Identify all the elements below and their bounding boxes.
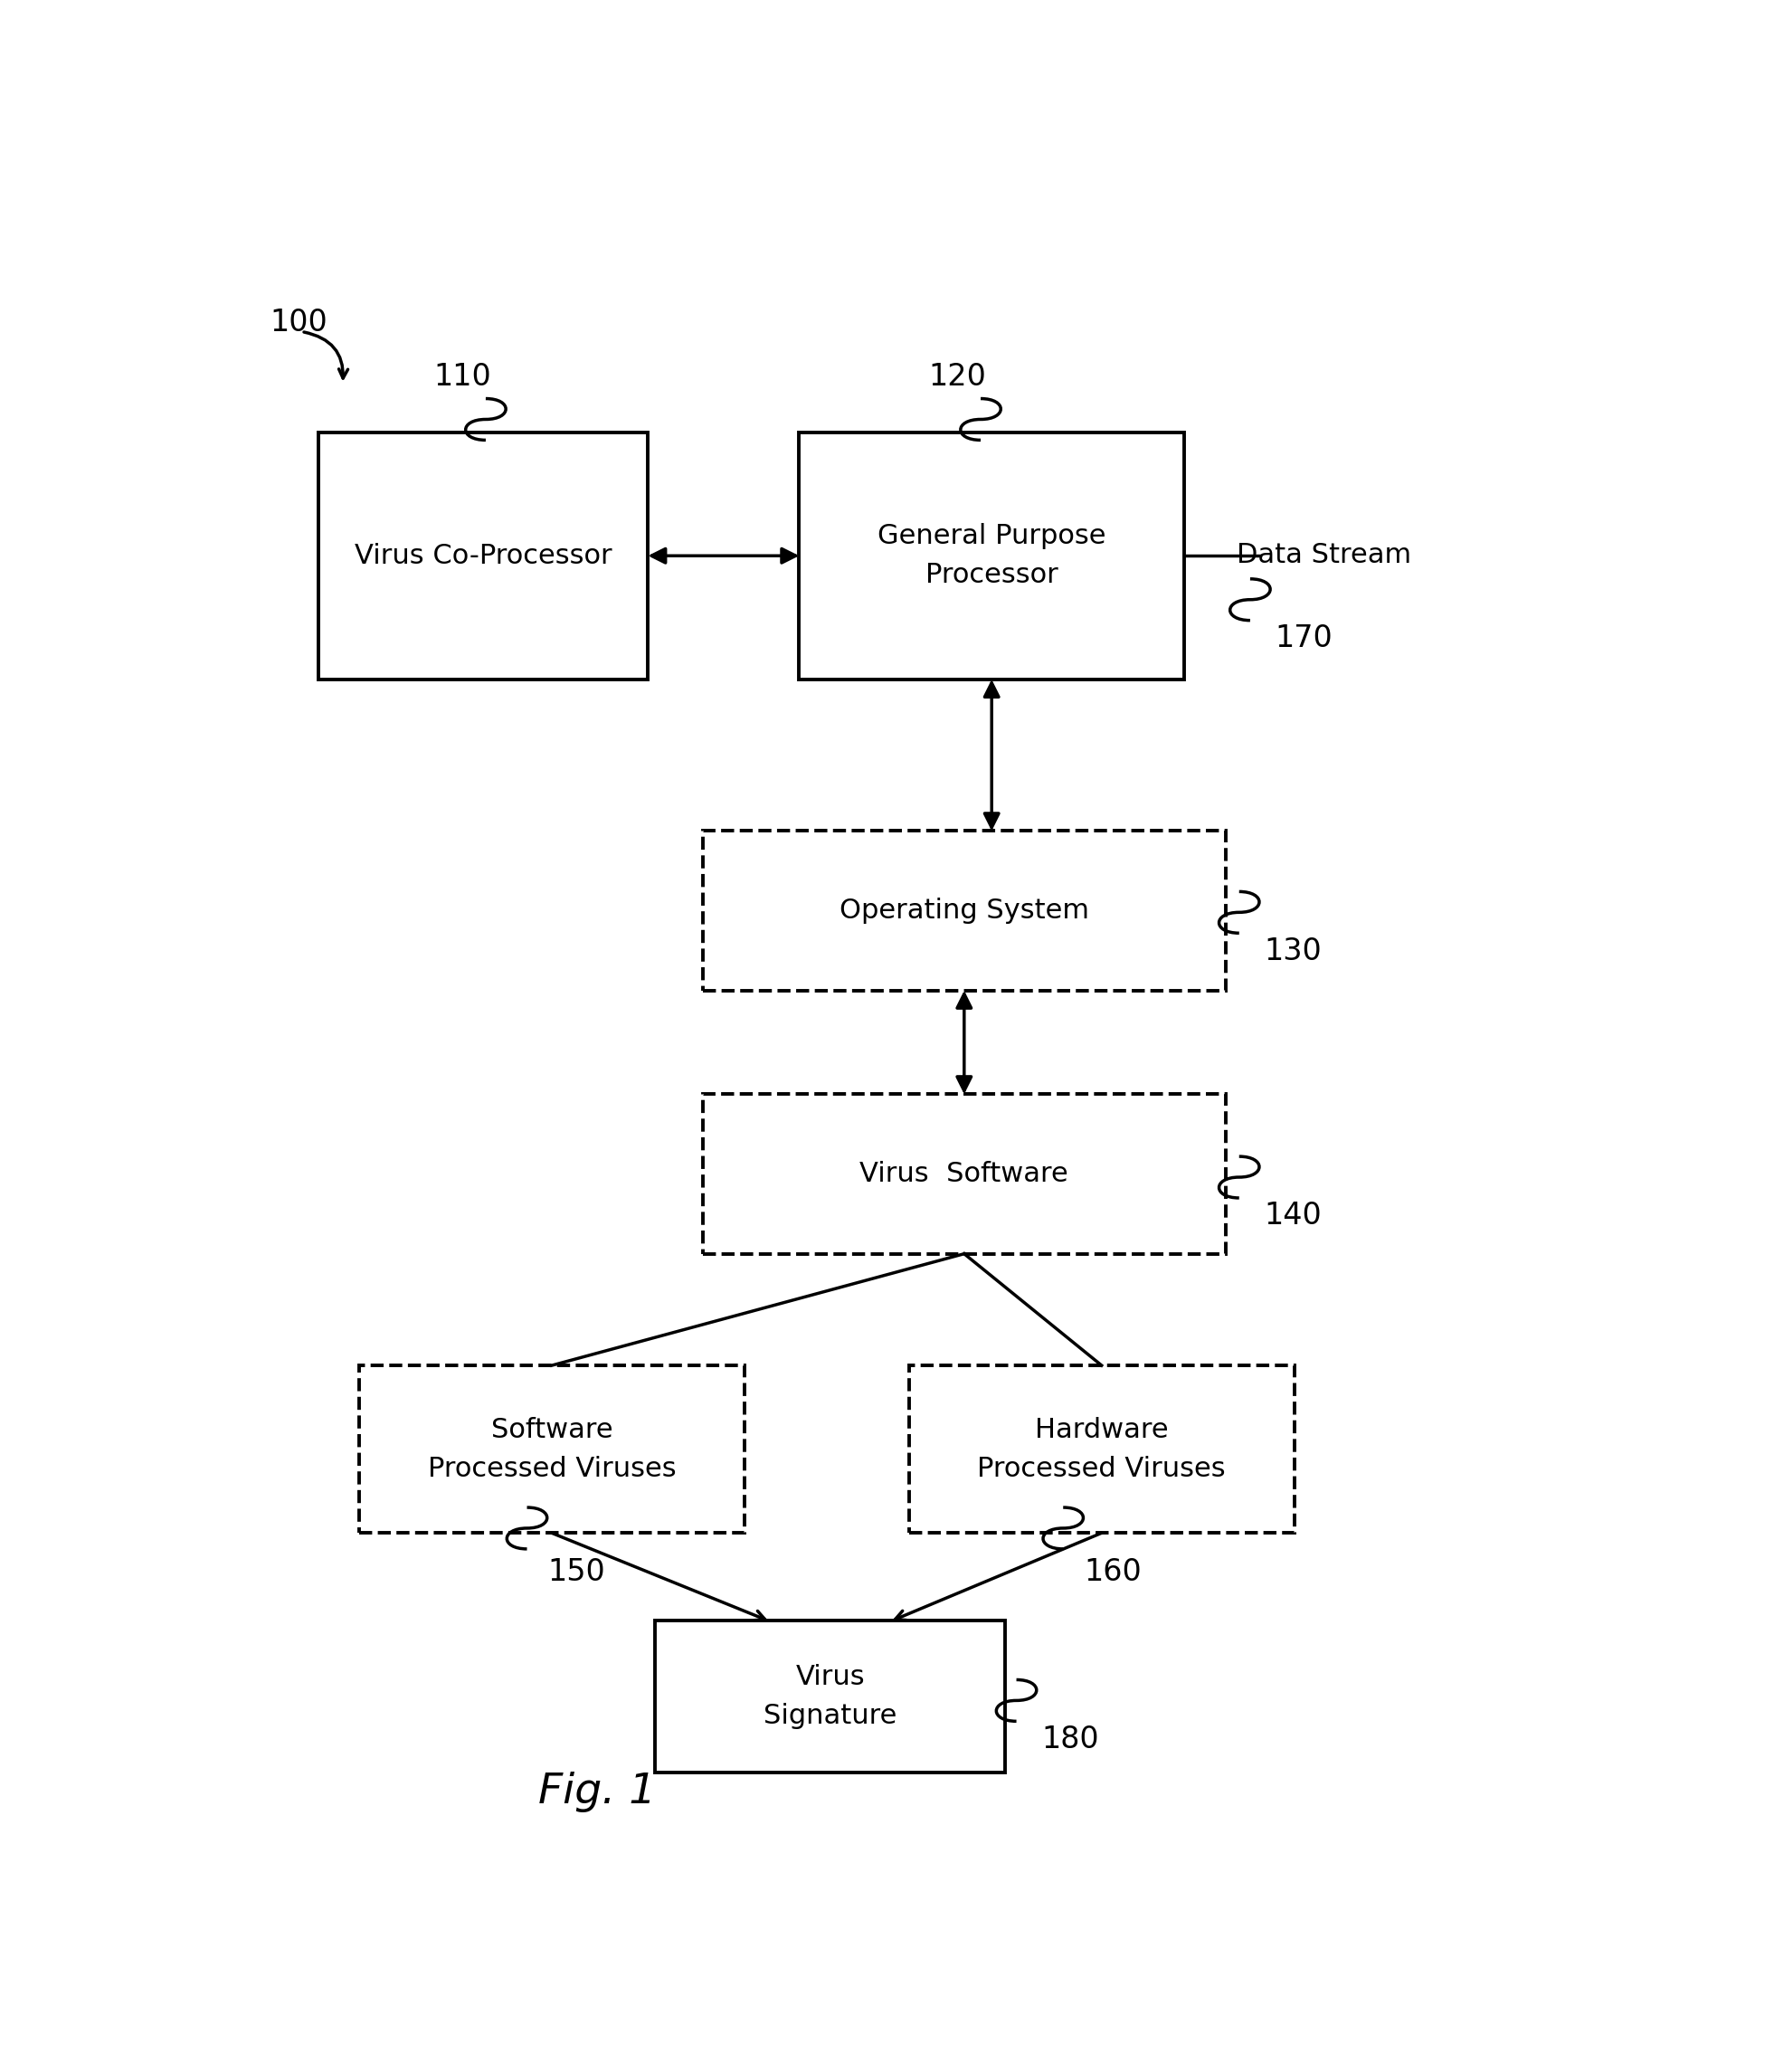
Text: Virus
Signature: Virus Signature — [763, 1664, 898, 1728]
Text: Hardware
Processed Viruses: Hardware Processed Viruses — [977, 1417, 1226, 1481]
Text: 110: 110 — [433, 363, 491, 392]
Text: General Purpose
Processor: General Purpose Processor — [878, 524, 1105, 588]
Bar — [703, 1094, 1226, 1254]
Bar — [703, 831, 1226, 990]
Text: Virus  Software: Virus Software — [860, 1160, 1068, 1187]
Text: 120: 120 — [928, 363, 986, 392]
Text: 100: 100 — [270, 307, 328, 338]
Text: 150: 150 — [548, 1556, 605, 1587]
Bar — [910, 1365, 1295, 1533]
Text: 140: 140 — [1263, 1202, 1322, 1231]
Text: Software
Processed Viruses: Software Processed Viruses — [428, 1417, 676, 1481]
Bar — [358, 1365, 745, 1533]
Text: 180: 180 — [1041, 1724, 1098, 1755]
Text: Fig. 1: Fig. 1 — [538, 1772, 656, 1813]
Bar — [655, 1620, 1006, 1772]
Text: Virus Co-Processor: Virus Co-Processor — [355, 543, 612, 570]
Text: Operating System: Operating System — [839, 897, 1089, 924]
Text: 170: 170 — [1276, 624, 1332, 653]
Text: 130: 130 — [1263, 937, 1322, 966]
Bar — [800, 433, 1185, 680]
Text: 160: 160 — [1084, 1556, 1141, 1587]
Text: Data Stream: Data Stream — [1236, 543, 1410, 568]
Bar — [318, 433, 648, 680]
